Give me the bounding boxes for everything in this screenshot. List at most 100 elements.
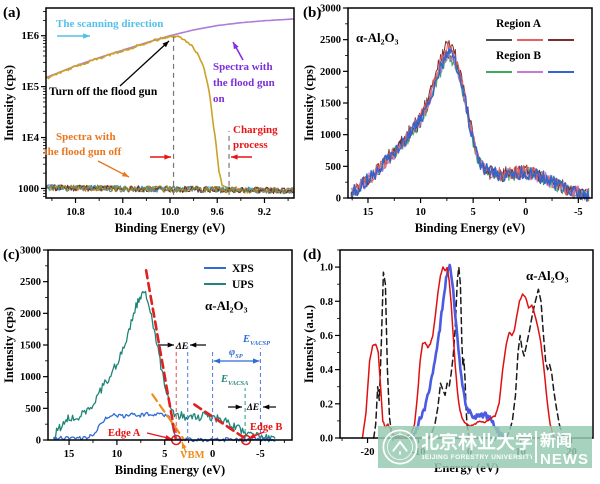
- panel-b-region-spectra-chart: 15 10 5 0 -5 0 500 1000 1500 2000 2500 3000 Binding …: [302, 4, 593, 235]
- y-tick-label: 2500: [320, 35, 341, 46]
- y-tick-label: 3000: [320, 4, 341, 15]
- annotation-text-6: EVACSP: [242, 334, 271, 347]
- annotation-text-0: (d): [303, 247, 321, 263]
- y-tick-label: 0.2: [320, 399, 333, 410]
- y-axis-title: Intensity (cps): [302, 65, 316, 141]
- watermark-divider: [535, 431, 537, 463]
- y-tick-label: 2500: [20, 277, 41, 288]
- x-axis-title: Binding Energy (eV): [415, 221, 525, 235]
- annotation-text-1: XPS: [232, 263, 254, 275]
- annotation-text-3: α-Al₂O₃: [205, 298, 248, 313]
- annotation-text-4: the flood gun: [213, 77, 275, 89]
- y-axis-title: Intensity (cps): [2, 307, 16, 383]
- y-tick-label: 1500: [20, 341, 41, 352]
- y-tick-label: 2000: [20, 309, 41, 320]
- annotation-arrowhead-0: [167, 342, 174, 348]
- annotation-arrowhead-4: [263, 404, 270, 410]
- panel-c-xps-ups-chart: 15 10 5 0 -5 0 500 1000 1500 2000 2500 3000 Binding …: [2, 246, 293, 477]
- annotation-arrowhead-4: [164, 154, 171, 160]
- y-tick-label: 0.8: [320, 297, 333, 308]
- annotation-text-11: VBM: [180, 450, 205, 461]
- watermark-university-cn: 北京林业大学: [422, 433, 532, 454]
- series-flood-gun-on: [45, 18, 295, 79]
- x-tick-label: 15: [64, 449, 75, 460]
- annotation-arrowhead-3: [235, 404, 242, 410]
- annotation-arrowhead-0: [83, 33, 90, 39]
- y-tick-label: 500: [25, 404, 41, 415]
- annotation-text-9: process: [233, 139, 268, 151]
- annotation-arrowhead-5: [165, 435, 172, 440]
- annotation-text-3: Spectra with: [213, 61, 273, 73]
- x-tick-label: 0: [523, 207, 528, 218]
- watermark: 北京林业大学 BEIJING FORESTRY UNIVERSITY 新闻 NE…: [378, 426, 592, 468]
- y-tick-label: 0.0: [320, 434, 333, 445]
- watermark-news-en: NEWS: [540, 450, 589, 468]
- series-flood-gun-turnoff: [45, 34, 295, 194]
- annotation-arrowhead-3: [121, 171, 129, 177]
- x-tick-label: 9.2: [258, 207, 271, 218]
- x-tick-label: 10.0: [161, 207, 179, 218]
- x-tick-label: -5: [574, 207, 583, 218]
- annotation-arrowhead-5: [231, 154, 238, 160]
- series-vbm-extrapolation: [151, 393, 185, 441]
- y-tick-label: 3000: [20, 246, 41, 257]
- x-tick-label: 10.4: [114, 207, 133, 218]
- annotation-text-7: the flood gun off: [44, 146, 122, 158]
- annotation-text-2: Region A: [496, 18, 542, 30]
- series-xps: [53, 411, 276, 443]
- annotation-text-8: ΔE: [246, 403, 259, 413]
- annotation-text-1: α-Al₂O₃: [356, 30, 399, 45]
- annotation-text-0: (b): [303, 5, 321, 21]
- annotation-text-1: α-Al₂O₃: [526, 268, 569, 283]
- series-ups: [53, 290, 276, 441]
- x-tick-label: 10: [112, 449, 123, 460]
- series-region-b-scan3: [350, 47, 590, 202]
- y-tick-label: 2000: [320, 67, 341, 78]
- annotation-text-8: Charging: [233, 124, 278, 136]
- y-tick-label: 1000: [320, 130, 341, 141]
- annotation-arrowhead-7: [181, 442, 187, 449]
- annotation-arrow-1: [119, 40, 170, 87]
- y-tick-label: 500: [325, 162, 341, 173]
- annotation-arrowhead-2: [213, 358, 221, 364]
- y-axis-title: Intensity (a.u.): [302, 305, 316, 383]
- annotation-text-1: The scanning direction: [56, 18, 163, 30]
- x-tick-label: 5: [162, 449, 167, 460]
- annotation-text-5: φSP: [229, 347, 244, 360]
- y-tick-label: 0.4: [320, 365, 334, 376]
- y-tick-label: 0: [336, 194, 341, 205]
- y-tick-label: 1000: [18, 184, 39, 195]
- annotation-text-2: Turn off the flood gun: [49, 86, 158, 98]
- annotation-arrowhead-2: [253, 358, 260, 364]
- y-axis-title: Intensity (cps): [2, 65, 16, 141]
- x-axis-title: Binding Energy (eV): [115, 221, 225, 235]
- series-edge-b-extrapolation: [193, 403, 248, 441]
- annotation-text-10: Edge B: [250, 422, 282, 433]
- x-tick-label: 10: [415, 207, 426, 218]
- annotation-text-4: ΔE: [175, 342, 188, 352]
- annotation-arrowhead-6: [249, 433, 256, 438]
- x-tick-label: -5: [256, 449, 265, 460]
- y-tick-label: 1E6: [21, 31, 39, 42]
- annotation-text-9: Edge A: [108, 428, 141, 439]
- annotation-arrowhead-1: [190, 342, 197, 348]
- x-tick-label: 0: [210, 449, 215, 460]
- watermark-news-cn: 新闻: [540, 432, 573, 450]
- y-tick-label: 1E4: [21, 133, 39, 144]
- series-baseline-5: [45, 184, 295, 195]
- annotation-text-3: Region B: [496, 50, 541, 62]
- y-tick-label: 1000: [20, 372, 41, 383]
- x-tick-label: 9.6: [211, 207, 224, 218]
- x-tick-label: 5: [471, 207, 476, 218]
- annotation-text-7: EVACSA: [220, 374, 249, 387]
- annotation-text-6: Spectra with: [56, 131, 116, 143]
- y-tick-label: 0: [36, 436, 41, 447]
- annotation-arrowhead-2: [233, 42, 239, 50]
- annotation-text-0: (c): [3, 247, 20, 263]
- annotation-text-0: (a): [3, 5, 21, 21]
- panel-a-flood-gun-chart: 10.8 10.4 10.0 9.6 9.2 1000 1E4 1E5 1E6 Binding E…: [2, 5, 295, 235]
- x-axis-title: Binding Energy (eV): [115, 463, 225, 477]
- annotation-text-5: on: [213, 93, 225, 105]
- watermark-university-en: BEIJING FORESTRY UNIVERSITY: [422, 453, 532, 461]
